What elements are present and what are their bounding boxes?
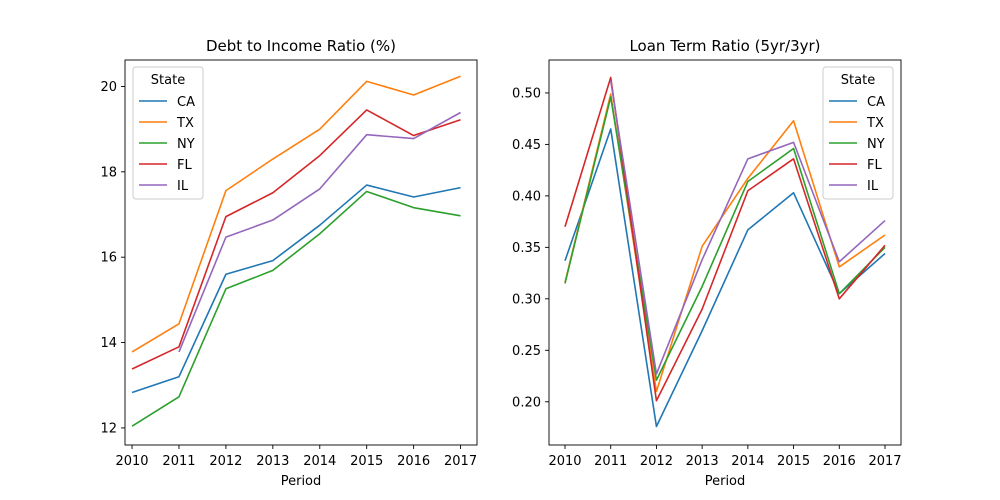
loan-term-ratio-x-tick-label: 2012 bbox=[640, 454, 673, 469]
debt-to-income-x-tick-label: 2017 bbox=[444, 454, 477, 469]
debt-to-income-series-tx bbox=[131, 75, 461, 353]
loan-term-ratio-x-tick-label: 2015 bbox=[777, 454, 810, 469]
loan-term-ratio-x-tick-label: 2011 bbox=[594, 454, 627, 469]
loan-term-ratio-title: Loan Term Ratio (5yr/3yr) bbox=[629, 37, 820, 55]
debt-to-income-x-tick-label: 2016 bbox=[397, 454, 430, 469]
loan-term-ratio-y-tick-label: 0.20 bbox=[512, 395, 541, 410]
loan-term-ratio-y-tick-label: 0.35 bbox=[512, 241, 541, 256]
loan-term-ratio-y-tick-label: 0.45 bbox=[512, 138, 541, 153]
loan-term-ratio-y-tick-label: 0.50 bbox=[512, 86, 541, 101]
debt-to-income-x-tick-label: 2011 bbox=[162, 454, 195, 469]
debt-to-income-legend-label-ca: CA bbox=[177, 95, 195, 110]
debt-to-income-x-tick-label: 2010 bbox=[115, 454, 148, 469]
loan-term-ratio-legend-label-tx: TX bbox=[866, 116, 884, 131]
loan-term-ratio-chart: Loan Term Ratio (5yr/3yr) Period 2010 201… bbox=[512, 37, 902, 489]
debt-to-income-series-fl bbox=[131, 109, 461, 370]
loan-term-ratio-legend-box bbox=[822, 66, 894, 200]
debt-to-income-series-ny bbox=[131, 190, 461, 427]
loan-term-ratio-x-tick-label: 2013 bbox=[686, 454, 719, 469]
loan-term-ratio-series-ny bbox=[564, 96, 886, 381]
loan-term-ratio-legend-label-ny: NY bbox=[867, 137, 885, 152]
loan-term-ratio-series-il bbox=[609, 80, 886, 375]
debt-to-income-x-tick-label: 2013 bbox=[256, 454, 289, 469]
loan-term-ratio-x-axis-label: Period bbox=[705, 474, 746, 489]
loan-term-ratio-plot-frame bbox=[548, 59, 902, 446]
debt-to-income-legend-label-tx: TX bbox=[176, 116, 194, 131]
debt-to-income-plot-frame bbox=[124, 59, 478, 446]
loan-term-ratio-y-tick-label: 0.30 bbox=[512, 292, 541, 307]
debt-to-income-series-il bbox=[178, 111, 461, 353]
debt-to-income-legend-box bbox=[132, 66, 204, 200]
debt-to-income-legend-title: State bbox=[151, 73, 185, 88]
loan-term-ratio-x-tick-label: 2016 bbox=[823, 454, 856, 469]
debt-to-income-x-tick-label: 2015 bbox=[350, 454, 383, 469]
debt-to-income-y-tick-label: 12 bbox=[100, 421, 117, 436]
loan-term-ratio-legend-label-il: IL bbox=[867, 179, 879, 194]
debt-to-income-x-axis-label: Period bbox=[281, 474, 322, 489]
debt-to-income-legend-label-fl: FL bbox=[177, 158, 192, 173]
debt-to-income-x-tick-label: 2014 bbox=[303, 454, 336, 469]
loan-term-ratio-x-tick-label: 2017 bbox=[868, 454, 901, 469]
loan-term-ratio-legend-label-ca: CA bbox=[867, 95, 885, 110]
debt-to-income-x-tick-label: 2012 bbox=[209, 454, 242, 469]
debt-to-income-series-ca bbox=[131, 184, 461, 394]
debt-to-income-chart: Debt to Income Ratio (%) Period 2010 2011… bbox=[100, 37, 478, 489]
debt-to-income-y-tick-label: 16 bbox=[100, 251, 117, 266]
debt-to-income-legend-label-ny: NY bbox=[177, 137, 195, 152]
debt-to-income-y-tick-label: 18 bbox=[100, 165, 117, 180]
loan-term-ratio-legend-label-fl: FL bbox=[867, 158, 882, 173]
debt-to-income-y-tick-label: 20 bbox=[100, 80, 117, 95]
debt-to-income-title: Debt to Income Ratio (%) bbox=[206, 37, 396, 55]
loan-term-ratio-legend-title: State bbox=[841, 73, 875, 88]
debt-to-income-y-tick-label: 14 bbox=[100, 336, 117, 351]
loan-term-ratio-x-tick-label: 2010 bbox=[548, 454, 581, 469]
loan-term-ratio-y-tick-label: 0.25 bbox=[512, 344, 541, 359]
loan-term-ratio-x-tick-label: 2014 bbox=[731, 454, 764, 469]
loan-term-ratio-y-tick-label: 0.40 bbox=[512, 189, 541, 204]
debt-to-income-legend-label-il: IL bbox=[177, 179, 189, 194]
